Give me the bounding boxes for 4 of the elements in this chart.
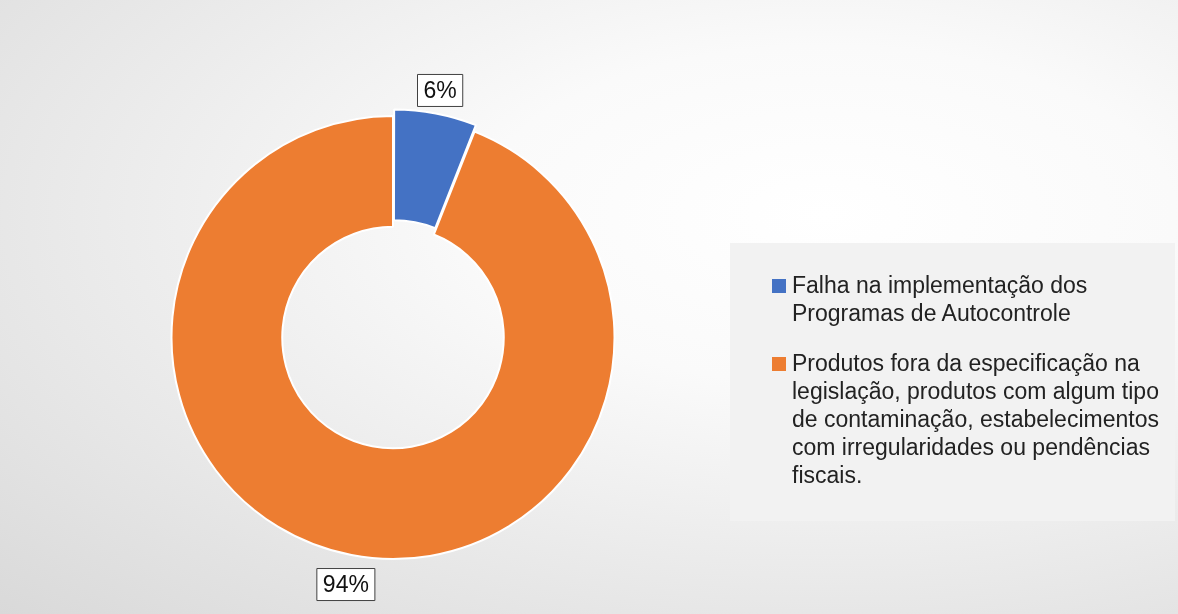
legend-label: Produtos fora da especificação na legislação, produtos com algum tipo de contaminação, estabelecimentos com irregularidades ou pendências fiscais. [792,349,1160,489]
legend-label: Falha na implementação dos Programas de Autocontrole [792,271,1089,327]
data-label: 6% [423,76,457,103]
data-label: 94% [322,570,369,597]
